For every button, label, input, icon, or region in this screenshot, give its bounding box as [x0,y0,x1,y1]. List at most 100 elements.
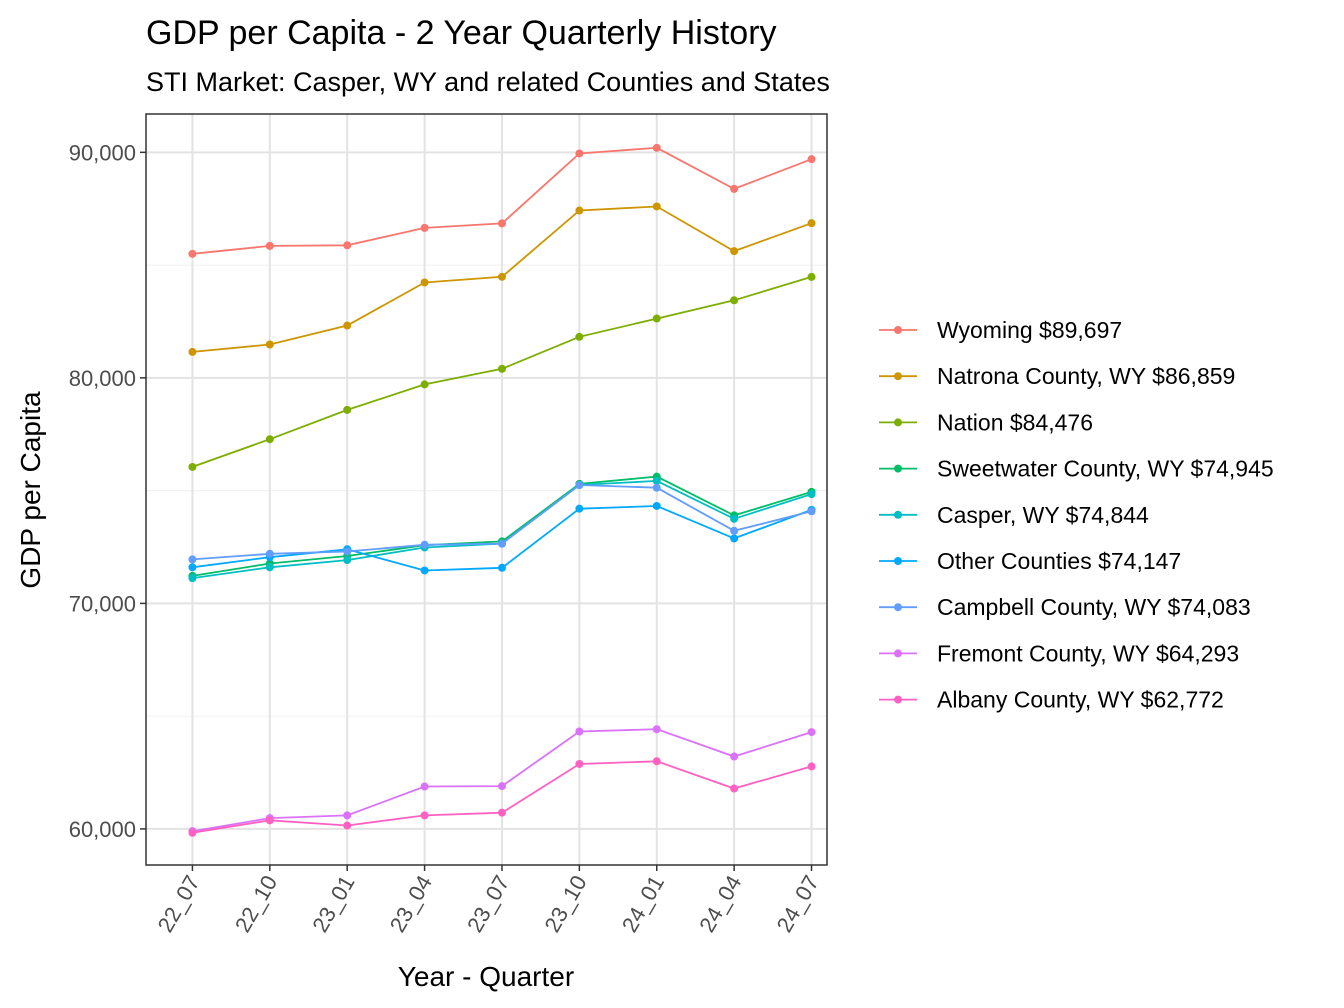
series [188,725,816,836]
legend-item: Fremont County, WY $64,293 [879,640,1239,666]
data-point [575,504,584,513]
y-axis-title: GDP per Capita [15,391,46,589]
data-point [497,364,506,373]
data-point [730,296,739,305]
legend-label: Other Counties $74,147 [937,548,1181,574]
legend-key-point [894,695,902,704]
data-point [188,347,197,356]
data-point [807,272,816,281]
legend-label: Wyoming $89,697 [937,317,1122,343]
legend-item: Casper, WY $74,844 [879,502,1149,528]
data-point [265,435,274,444]
x-axis: 22_07 22_10 23_01 23_04 23_07 23_10 24_01 24_04… [153,865,824,936]
y-tick-label: 80,000 [69,366,136,391]
x-tick-label: 24_04 [694,871,746,936]
data-point [420,540,429,549]
data-point [265,340,274,349]
data-point [497,272,506,281]
data-point [652,757,661,766]
data-point [497,782,506,791]
data-point [652,202,661,211]
data-point [575,480,584,489]
x-axis-title: Year - Quarter [398,961,574,992]
data-point [730,534,739,543]
legend-key-point [894,326,902,334]
legend-key-point [894,649,902,658]
data-point [420,782,429,791]
series-layer [188,143,816,837]
chart-title: GDP per Capita - 2 Year Quarterly Histor… [146,14,777,52]
legend-label: Natrona County, WY $86,859 [937,363,1235,389]
data-point [807,219,816,228]
data-point [420,811,429,820]
data-point [575,206,584,215]
data-point [188,828,197,837]
legend-key-point [894,510,902,519]
series [188,202,816,356]
data-point [497,808,506,817]
data-point [188,563,197,572]
data-point [575,727,584,736]
y-tick-label: 60,000 [69,817,136,842]
data-point [188,574,197,583]
data-point [420,380,429,389]
y-axis: 60,000 70,000 80,000 90,000 [69,140,146,842]
legend-item: Wyoming $89,697 [879,317,1122,343]
data-point [343,821,352,830]
legend-label: Albany County, WY $62,772 [937,687,1224,713]
x-tick-label: 23_01 [307,871,359,936]
data-point [807,728,816,737]
data-point [575,332,584,341]
legend-item: Sweetwater County, WY $74,945 [879,456,1274,482]
data-point [652,725,661,734]
legend-item: Nation $84,476 [879,409,1093,435]
data-point [188,462,197,471]
x-tick-label: 24_07 [772,871,824,936]
data-point [652,314,661,323]
legend-item: Campbell County, WY $74,083 [879,594,1251,620]
data-point [188,249,197,258]
x-tick-label: 22_10 [230,871,282,936]
legend-key-point [894,372,902,381]
legend-label: Casper, WY $74,844 [937,502,1149,528]
data-point [343,556,352,565]
data-point [575,149,584,158]
data-point [265,241,274,250]
panel-border [145,113,828,866]
chart-subtitle: STI Market: Casper, WY and related Count… [146,67,830,97]
legend-key-point [894,603,902,612]
legend-label: Nation $84,476 [937,409,1093,435]
data-point [420,278,429,287]
x-tick-label: 23_04 [385,871,437,936]
data-point [730,752,739,761]
data-point [730,784,739,793]
data-point [343,811,352,820]
x-tick-label: 23_10 [539,871,591,936]
legend-item: Albany County, WY $62,772 [879,687,1224,713]
series [188,757,816,837]
data-point [420,223,429,232]
data-point [420,566,429,575]
legend-label: Fremont County, WY $64,293 [937,640,1239,666]
data-point [730,184,739,193]
data-point [652,483,661,492]
data-point [265,549,274,558]
data-point [730,526,739,535]
data-point [730,247,739,256]
data-point [265,563,274,572]
x-tick-label: 22_07 [153,871,205,936]
legend-item: Natrona County, WY $86,859 [879,363,1235,389]
data-point [807,490,816,499]
legend-key-point [894,464,902,473]
series [188,480,816,564]
x-tick-label: 23_07 [462,871,514,936]
data-point [343,241,352,250]
data-point [497,539,506,548]
data-point [265,816,274,825]
legend-key-point [894,557,902,565]
data-point [497,563,506,572]
legend-label: Campbell County, WY $74,083 [937,594,1251,620]
legend-key-point [894,418,902,427]
legend: Wyoming $89,697 Natrona County, WY $86,85… [879,317,1274,713]
data-point [807,762,816,771]
